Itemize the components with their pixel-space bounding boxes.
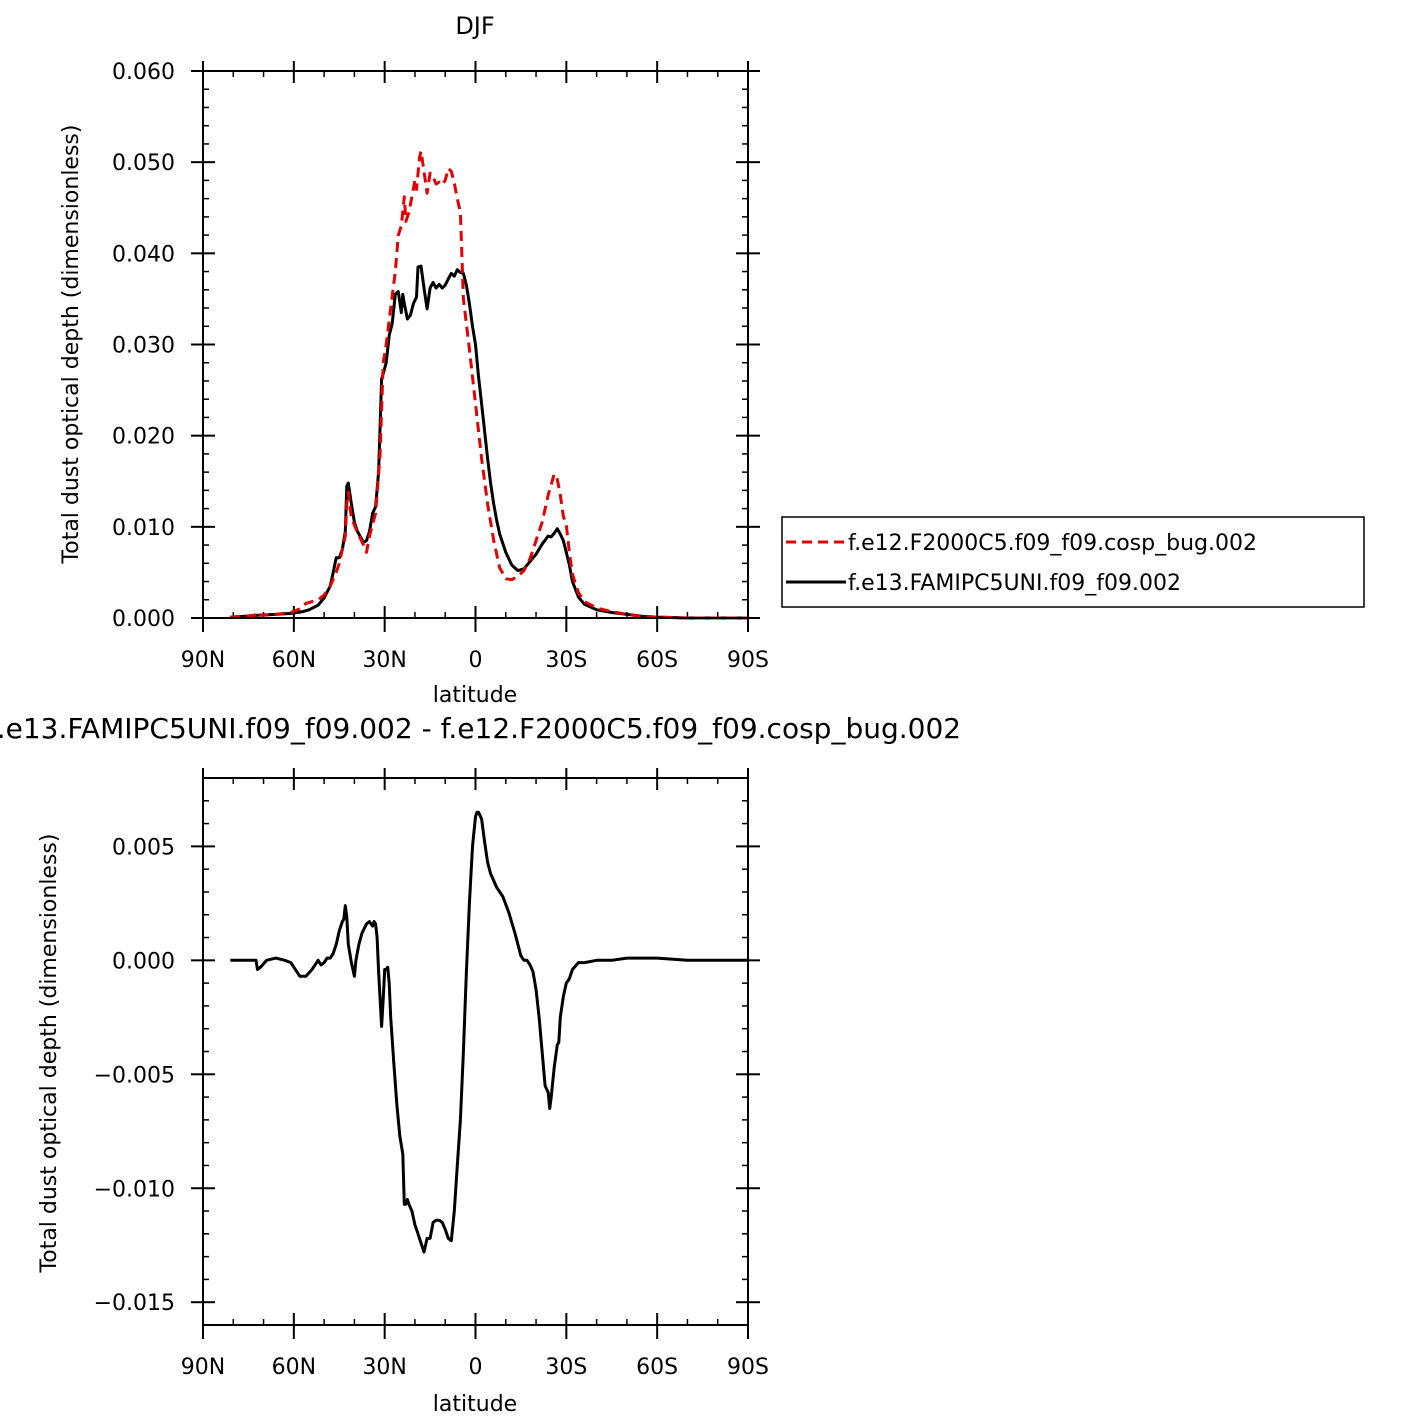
bottom-x-tick-label: 90S	[727, 1355, 769, 1380]
top-x-tick-label: 60S	[636, 648, 678, 673]
bottom-x-tick-label: 60S	[636, 1355, 678, 1380]
top-chart-panel: DJF Total dust optical depth (dimensionl…	[59, 12, 1365, 708]
bottom-series-line-0	[230, 810, 748, 1254]
bottom-x-tick-label: 90N	[181, 1355, 225, 1380]
bottom-chart-x-axis-label: latitude	[433, 1392, 517, 1417]
top-y-tick-label: 0.060	[112, 60, 175, 85]
top-y-tick-label: 0.000	[112, 607, 175, 632]
top-plot-frame	[202, 70, 749, 619]
top-y-tick-label: 0.010	[112, 516, 175, 541]
top-plot-area: 90N 60N 30N 0 30S 60S 90S 0.000 0.010 0.020 0.030 0…	[112, 60, 769, 673]
bottom-y-tick-label: −0.005	[94, 1063, 175, 1088]
bottom-plot-area: 90N 60N 30N 0 30S 60S 90S −0.015 −0.010 −0.005 0.0…	[94, 768, 769, 1380]
legend: f.e12.F2000C5.f09_f09.cosp_bug.002 f.e13…	[781, 516, 1365, 608]
top-y-tick-label: 0.020	[112, 425, 175, 450]
top-series-line-1	[230, 264, 748, 620]
top-x-tick-label: 0	[469, 648, 483, 673]
bottom-x-tick-label: 30S	[545, 1355, 587, 1380]
top-x-tick-label: 30N	[362, 648, 406, 673]
top-y-tick-label: 0.050	[112, 151, 175, 176]
bottom-plot-frame	[202, 777, 749, 1326]
bottom-y-tick-label: −0.015	[94, 1291, 175, 1316]
top-y-tick-label: 0.040	[112, 242, 175, 267]
legend-box	[781, 516, 1365, 608]
bottom-y-tick-label: 0.005	[112, 835, 175, 860]
top-chart-x-axis-label: latitude	[433, 683, 517, 708]
bottom-x-tick-label: 30N	[362, 1355, 406, 1380]
top-chart-y-axis-label: Total dust optical depth (dimensionless)	[59, 125, 84, 565]
legend-entry-red: f.e12.F2000C5.f09_f09.cosp_bug.002	[848, 531, 1257, 556]
bottom-x-tick-label: 0	[469, 1355, 483, 1380]
bottom-y-tick-label: −0.010	[94, 1177, 175, 1202]
top-x-tick-label: 90N	[181, 648, 225, 673]
bottom-chart-panel: f.e13.FAMIPC5UNI.f09_f09.002 - f.e12.F20…	[0, 712, 961, 1417]
top-y-tick-label: 0.030	[112, 334, 175, 359]
bottom-chart-title: f.e13.FAMIPC5UNI.f09_f09.002 - f.e12.F20…	[0, 712, 961, 745]
bottom-chart-y-axis-label: Total dust optical depth (dimensionless)	[37, 834, 62, 1274]
top-chart-title: DJF	[455, 12, 494, 40]
top-x-tick-label: 60N	[272, 648, 316, 673]
legend-entry-black: f.e13.FAMIPC5UNI.f09_f09.002	[848, 571, 1181, 596]
top-x-tick-label: 90S	[727, 648, 769, 673]
top-x-tick-label: 30S	[545, 648, 587, 673]
bottom-x-tick-label: 60N	[272, 1355, 316, 1380]
top-series-line-0	[230, 149, 748, 620]
bottom-y-tick-label: 0.000	[112, 949, 175, 974]
